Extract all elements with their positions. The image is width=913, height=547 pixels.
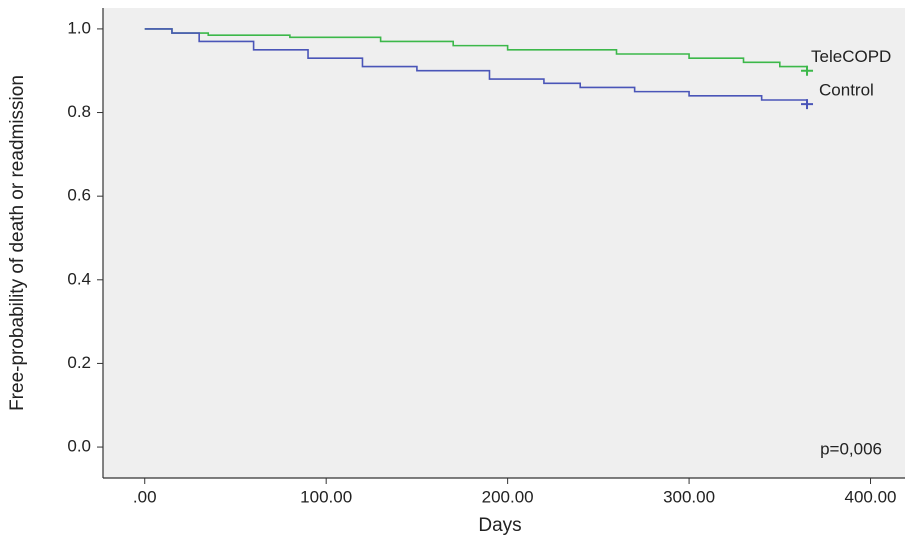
plot-area: [103, 8, 905, 478]
x-tick-label: .00: [133, 487, 157, 506]
x-tick-label: 200.00: [482, 487, 534, 506]
y-tick-label: 0.4: [67, 269, 91, 288]
series-label: Control: [819, 81, 874, 100]
y-tick-label: 0.2: [67, 353, 91, 372]
series-label: TeleCOPD: [811, 47, 891, 66]
y-tick-label: 1.0: [67, 18, 91, 37]
annotation: p=0,006: [820, 439, 882, 458]
survival-line: [144, 28, 808, 71]
y-axis-label: Free-probability of death or readmission: [7, 75, 28, 411]
x-tick-label: 400.00: [845, 487, 897, 506]
y-tick-label: 0.8: [67, 102, 91, 121]
survival-line: [144, 28, 808, 105]
censor-mark: [801, 99, 814, 110]
x-tick-label: 100.00: [300, 487, 352, 506]
x-tick-label: 300.00: [663, 487, 715, 506]
y-tick-label: 0.6: [67, 186, 91, 205]
x-axis-label: Days: [478, 515, 521, 536]
y-tick-label: 0.0: [67, 437, 91, 456]
censor-mark: [801, 65, 814, 76]
